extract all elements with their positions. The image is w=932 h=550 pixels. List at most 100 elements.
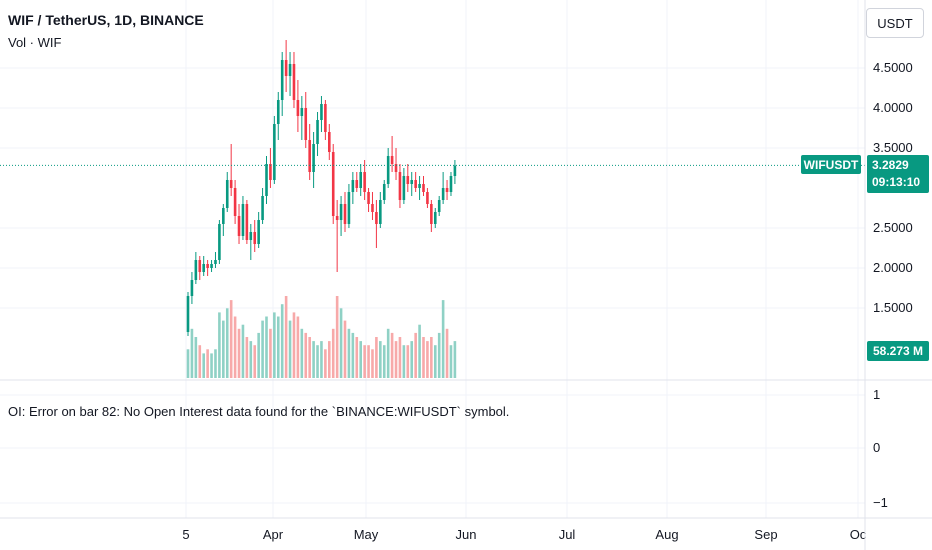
volume-bar bbox=[304, 332, 308, 378]
volume-bar bbox=[371, 349, 374, 378]
volume-bar bbox=[406, 345, 410, 378]
volume-bar bbox=[245, 337, 249, 378]
volume-bar bbox=[426, 341, 429, 378]
candle-body bbox=[394, 164, 398, 172]
candle-body bbox=[288, 64, 292, 76]
volume-bar bbox=[316, 345, 319, 378]
volume-bar bbox=[276, 316, 280, 378]
volume-bar bbox=[375, 337, 378, 378]
candle-body bbox=[292, 64, 296, 100]
candle-body bbox=[249, 232, 253, 240]
volume-bar bbox=[210, 353, 213, 378]
candle-body bbox=[300, 108, 304, 116]
volume-bar bbox=[288, 320, 292, 378]
volume-bar bbox=[308, 337, 311, 378]
volume-bar bbox=[269, 328, 272, 378]
volume-bar bbox=[402, 345, 406, 378]
volume-bar bbox=[186, 349, 190, 378]
volume-bar bbox=[198, 345, 202, 378]
time-tick-label: Jun bbox=[456, 527, 477, 542]
time-tick-label: Oc bbox=[850, 527, 867, 542]
oi-tick-label: 0 bbox=[873, 440, 880, 455]
time-tick-label: Apr bbox=[263, 527, 284, 542]
chart-grid bbox=[0, 0, 865, 518]
volume-bar bbox=[433, 345, 437, 378]
candle-body bbox=[328, 132, 331, 152]
candle-body bbox=[269, 164, 272, 180]
volume-bar bbox=[265, 316, 268, 378]
candle-body bbox=[422, 184, 425, 192]
volume-bar bbox=[351, 332, 355, 378]
volume-bar bbox=[261, 320, 264, 378]
volume-bar bbox=[422, 337, 425, 378]
candle-body bbox=[363, 172, 366, 192]
volume-bars bbox=[186, 296, 457, 378]
volume-bar bbox=[418, 324, 421, 378]
candle-body bbox=[359, 172, 362, 188]
candle-body bbox=[284, 60, 288, 76]
price-tick-label: 3.5000 bbox=[873, 140, 913, 155]
volume-bar bbox=[214, 349, 217, 378]
candle-body bbox=[437, 200, 441, 212]
volume-bar bbox=[441, 300, 445, 378]
volume-bar bbox=[222, 320, 225, 378]
volume-bar bbox=[335, 296, 339, 378]
candle-body bbox=[320, 104, 323, 120]
volume-bar bbox=[331, 328, 335, 378]
oi-tick-label: 1 bbox=[873, 387, 880, 402]
candle-body bbox=[206, 264, 209, 268]
volume-bar bbox=[253, 345, 257, 378]
volume-bar bbox=[386, 328, 390, 378]
candle-body bbox=[355, 180, 359, 188]
candle-body bbox=[398, 172, 402, 200]
candle-body bbox=[351, 180, 355, 192]
candle-body bbox=[386, 156, 390, 184]
candle-body bbox=[225, 180, 229, 208]
candle-body bbox=[214, 260, 217, 264]
volume-bar bbox=[292, 312, 296, 378]
price-tick-label: 2.5000 bbox=[873, 220, 913, 235]
candle-body bbox=[245, 204, 249, 240]
volume-bar bbox=[453, 341, 457, 378]
oi-error-message: OI: Error on bar 82: No Open Interest da… bbox=[8, 404, 510, 419]
volume-bar bbox=[241, 324, 245, 378]
time-tick-label: May bbox=[354, 527, 379, 542]
time-tick-label: Jul bbox=[559, 527, 576, 542]
candle-body bbox=[229, 180, 233, 188]
candle-body bbox=[406, 176, 410, 184]
volume-bar bbox=[249, 341, 253, 378]
volume-bar bbox=[449, 345, 453, 378]
volume-bar bbox=[339, 308, 343, 378]
volume-bar bbox=[398, 337, 402, 378]
volume-bar bbox=[410, 341, 414, 378]
volume-value-tag: 58.273 M bbox=[867, 341, 929, 361]
candle-body bbox=[296, 100, 300, 116]
candle-body bbox=[402, 176, 406, 200]
candle-body bbox=[449, 176, 453, 192]
last-price-tag: 3.2829 09:13:10 bbox=[867, 155, 929, 193]
candle-body bbox=[237, 216, 241, 236]
candle-body bbox=[308, 140, 311, 172]
candle-body bbox=[414, 180, 417, 188]
currency-button[interactable]: USDT bbox=[866, 8, 924, 38]
volume-bar bbox=[359, 341, 362, 378]
time-tick-label: Sep bbox=[754, 527, 777, 542]
volume-bar bbox=[284, 296, 288, 378]
volume-bar bbox=[300, 328, 304, 378]
volume-bar bbox=[273, 312, 276, 378]
volume-bar bbox=[229, 300, 233, 378]
candle-body bbox=[276, 100, 280, 124]
volume-bar bbox=[382, 345, 386, 378]
last-price-value: 3.2829 bbox=[872, 158, 909, 172]
volume-indicator-label[interactable]: Vol · WIF bbox=[8, 35, 62, 50]
candle-body bbox=[382, 184, 386, 200]
volume-bar bbox=[190, 328, 194, 378]
volume-bar bbox=[202, 353, 205, 378]
chart-title: WIF / TetherUS, 1D, BINANCE bbox=[8, 12, 204, 28]
candle-body bbox=[190, 280, 194, 296]
candle-body bbox=[367, 192, 370, 204]
candle-body bbox=[343, 204, 347, 224]
candle-body bbox=[186, 296, 190, 332]
candle-body bbox=[210, 264, 213, 268]
